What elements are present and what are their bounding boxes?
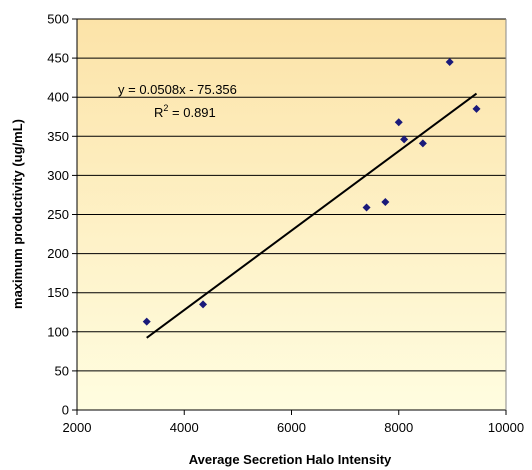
- y-tick-label: 300: [47, 168, 69, 183]
- y-tick-labels: 0 50 100 150 200 250 300 350 400 450 500: [47, 12, 69, 418]
- y-tick-label: 250: [47, 207, 69, 222]
- y-tick-label: 450: [47, 51, 69, 66]
- y-tick-label: 400: [47, 90, 69, 105]
- x-tick-label: 6000: [277, 420, 306, 435]
- x-tick-label: 8000: [384, 420, 413, 435]
- y-axis-title: maximum productivity (ug/mL): [10, 119, 25, 309]
- x-tick-label: 2000: [63, 420, 92, 435]
- y-tick-label: 200: [47, 246, 69, 261]
- y-tick-label: 100: [47, 324, 69, 339]
- trendline-equation: y = 0.0508x - 75.356: [118, 82, 237, 97]
- x-tick-label: 10000: [488, 420, 524, 435]
- y-tick-label: 50: [55, 363, 69, 378]
- x-tick-label: 4000: [170, 420, 199, 435]
- y-tick-label: 350: [47, 129, 69, 144]
- r-squared-label: R2 = 0.891: [154, 103, 216, 120]
- x-tick-labels: 2000 4000 6000 8000 10000: [63, 420, 525, 435]
- x-axis-title: Average Secretion Halo Intensity: [189, 452, 392, 467]
- y-tick-label: 500: [47, 12, 69, 27]
- y-tick-label: 150: [47, 285, 69, 300]
- y-tick-label: 0: [62, 403, 69, 418]
